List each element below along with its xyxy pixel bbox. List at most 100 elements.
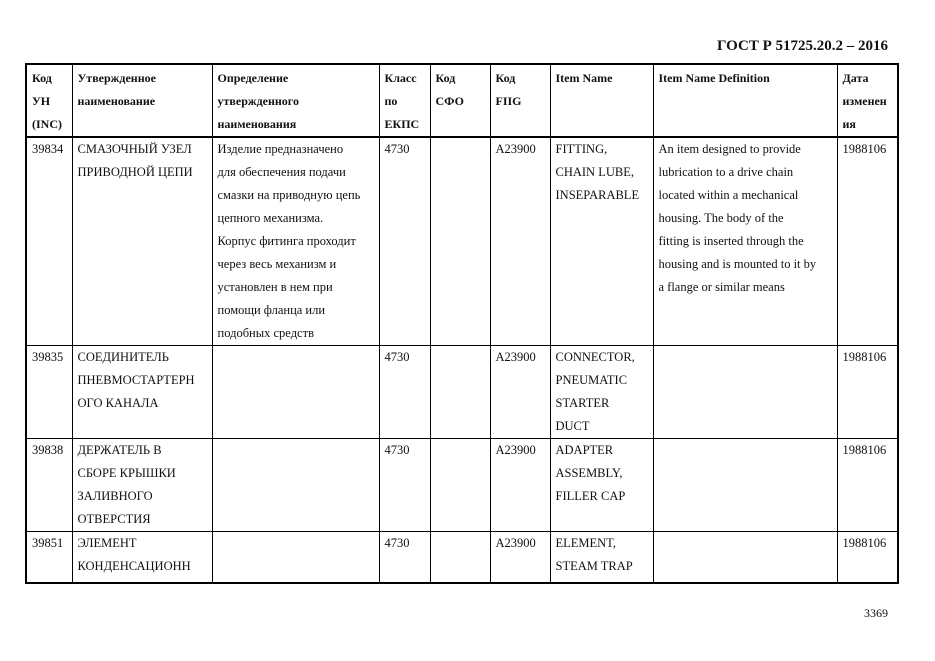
cell-line: ОГО КАНАЛА bbox=[77, 396, 159, 410]
cell-item-name: ADAPTER ASSEMBLY, FILLER CAP bbox=[549, 438, 654, 532]
header-class: Класс по ЕКПС bbox=[378, 63, 431, 138]
header-line: Класс bbox=[384, 71, 417, 85]
cell-line: ПНЕВМОСТАРТЕРН bbox=[77, 373, 195, 387]
header-line: Определение bbox=[217, 71, 289, 85]
cell-item-definition bbox=[652, 438, 838, 532]
table-row: 39851 ЭЛЕМЕНТ КОНДЕНСАЦИОНН 4730 A23900 ELEME… bbox=[25, 531, 899, 584]
cell-class: 4730 bbox=[378, 438, 431, 532]
cell-line: ЭЛЕМЕНТ bbox=[77, 536, 137, 550]
header-line: Код bbox=[435, 71, 456, 85]
header-line: Item Name Definition bbox=[658, 71, 770, 85]
cell-line: housing and is mounted to it by bbox=[658, 257, 817, 271]
header-line: ия bbox=[842, 117, 856, 131]
cell-line: ЗАЛИВНОГО bbox=[77, 489, 153, 503]
header-fiig: Код FIIG bbox=[489, 63, 551, 138]
cell-line: СОЕДИНИТЕЛЬ bbox=[77, 350, 169, 364]
page-number: 3369 bbox=[864, 606, 888, 620]
cell-fiig: A23900 bbox=[489, 531, 551, 584]
cell-fiig: A23900 bbox=[489, 136, 551, 346]
header-line: УН bbox=[32, 94, 51, 108]
cell-line: FITTING, bbox=[555, 142, 608, 156]
cell-line: ELEMENT, bbox=[555, 536, 617, 550]
cell-line: located within a mechanical bbox=[658, 188, 799, 202]
table-row: 39838 ДЕРЖАТЕЛЬ В СБОРЕ КРЫШКИ ЗАЛИВНОГО ОТВ… bbox=[25, 438, 899, 532]
cell-inc: 39835 bbox=[25, 345, 73, 439]
cell-line: Изделие предназначено bbox=[217, 142, 344, 156]
table-row: 39835 СОЕДИНИТЕЛЬ ПНЕВМОСТАРТЕРН ОГО КАНАЛА… bbox=[25, 345, 899, 439]
header-line: по bbox=[384, 94, 398, 108]
cell-inc: 39834 bbox=[25, 136, 73, 346]
header-line: Дата bbox=[842, 71, 869, 85]
cell-item-name: CONNECTOR, PNEUMATIC STARTER DUCT bbox=[549, 345, 654, 439]
cell-line: INSEPARABLE bbox=[555, 188, 640, 202]
cell-sfo bbox=[429, 136, 491, 346]
cell-line: PNEUMATIC bbox=[555, 373, 628, 387]
header-line: изменен bbox=[842, 94, 887, 108]
header-date: Дата изменен ия bbox=[836, 63, 899, 138]
cell-definition bbox=[211, 531, 380, 584]
cell-line: CONNECTOR, bbox=[555, 350, 635, 364]
cell-definition: Изделие предназначено для обеспечения под… bbox=[211, 136, 380, 346]
header-line: Item Name bbox=[555, 71, 613, 85]
cell-line: СБОРЕ КРЫШКИ bbox=[77, 466, 176, 480]
cell-line: a flange or similar means bbox=[658, 280, 785, 294]
cell-line: смазки на приводную цепь bbox=[217, 188, 361, 202]
header-line: Утвержденное bbox=[77, 71, 156, 85]
cell-line: ДЕРЖАТЕЛЬ В bbox=[77, 443, 162, 457]
cell-line: CHAIN LUBE, bbox=[555, 165, 634, 179]
cell-item-name: FITTING, CHAIN LUBE, INSEPARABLE bbox=[549, 136, 654, 346]
cell-line: для обеспечения подачи bbox=[217, 165, 346, 179]
cell-item-definition bbox=[652, 531, 838, 584]
cell-line: ПРИВОДНОЙ ЦЕПИ bbox=[77, 165, 193, 179]
header-line: Код bbox=[495, 71, 516, 85]
cell-line: DUCT bbox=[555, 419, 590, 433]
header-line: утвержденного bbox=[217, 94, 299, 108]
cell-class: 4730 bbox=[378, 531, 431, 584]
cell-inc: 39838 bbox=[25, 438, 73, 532]
cell-line: STARTER bbox=[555, 396, 610, 410]
cell-line: ОТВЕРСТИЯ bbox=[77, 512, 151, 526]
header-line: Код bbox=[32, 71, 52, 85]
header-line: СФО bbox=[435, 94, 464, 108]
cell-line: через весь механизм и bbox=[217, 257, 337, 271]
cell-line: STEAM TRAP bbox=[555, 559, 633, 573]
cell-line: FILLER CAP bbox=[555, 489, 626, 503]
cell-date: 1988106 bbox=[836, 438, 899, 532]
cell-approved-name: СОЕДИНИТЕЛЬ ПНЕВМОСТАРТЕРН ОГО КАНАЛА bbox=[71, 345, 213, 439]
cell-line: housing. The body of the bbox=[658, 211, 784, 225]
cell-definition bbox=[211, 345, 380, 439]
header-line: FIIG bbox=[495, 94, 522, 108]
document-title: ГОСТ Р 51725.20.2 – 2016 bbox=[716, 38, 888, 54]
header-line: наименования bbox=[217, 117, 297, 131]
cell-sfo bbox=[429, 345, 491, 439]
header-line: ЕКПС bbox=[384, 117, 420, 131]
cell-class: 4730 bbox=[378, 136, 431, 346]
cell-line: цепного механизма. bbox=[217, 211, 324, 225]
cell-approved-name: ЭЛЕМЕНТ КОНДЕНСАЦИОНН bbox=[71, 531, 213, 584]
header-inc: Код УН (INC) bbox=[25, 63, 73, 138]
cell-line: установлен в нем при bbox=[217, 280, 333, 294]
header-item-definition: Item Name Definition bbox=[652, 63, 838, 138]
header-item-name: Item Name bbox=[549, 63, 654, 138]
cell-line: СМАЗОЧНЫЙ УЗЕЛ bbox=[77, 142, 192, 156]
cell-date: 1988106 bbox=[836, 531, 899, 584]
header-approved-name: Утвержденное наименование bbox=[71, 63, 213, 138]
header-definition: Определение утвержденного наименования bbox=[211, 63, 380, 138]
cell-item-name: ELEMENT, STEAM TRAP bbox=[549, 531, 654, 584]
cell-line: ADAPTER bbox=[555, 443, 614, 457]
cell-date: 1988106 bbox=[836, 136, 899, 346]
header-line: наименование bbox=[77, 94, 156, 108]
cell-line: подобных средств bbox=[217, 326, 314, 340]
cell-fiig: A23900 bbox=[489, 438, 551, 532]
cell-line: fitting is inserted through the bbox=[658, 234, 804, 248]
header-line: (INC) bbox=[32, 117, 62, 131]
cell-inc: 39851 bbox=[25, 531, 73, 584]
cell-item-definition: An item designed to provide lubrication t… bbox=[652, 136, 838, 346]
inc-table: Код УН (INC) Утвержденное наименование Опреде… bbox=[25, 63, 899, 584]
cell-line: помощи фланца или bbox=[217, 303, 326, 317]
cell-line: КОНДЕНСАЦИОНН bbox=[77, 559, 191, 573]
header-sfo: Код СФО bbox=[429, 63, 491, 138]
cell-approved-name: ДЕРЖАТЕЛЬ В СБОРЕ КРЫШКИ ЗАЛИВНОГО ОТВЕРСТИ… bbox=[71, 438, 213, 532]
cell-date: 1988106 bbox=[836, 345, 899, 439]
cell-line: Корпус фитинга проходит bbox=[217, 234, 356, 248]
